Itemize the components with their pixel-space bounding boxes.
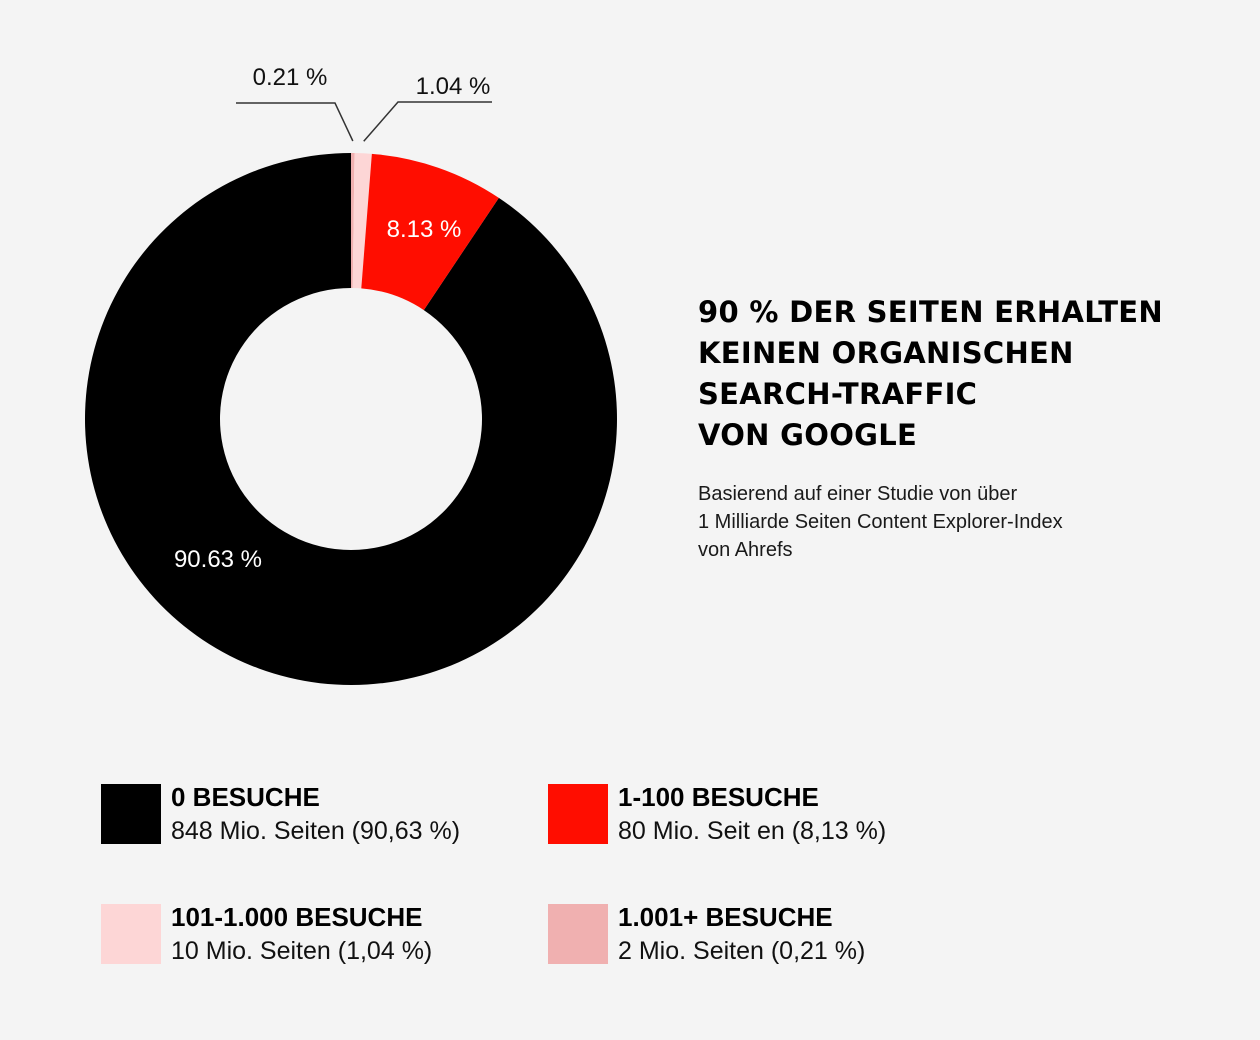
leader-line xyxy=(236,102,354,142)
legend-swatch xyxy=(548,784,608,844)
legend-description: 848 Mio. Seiten (90,63 %) xyxy=(171,817,461,845)
legend-title: 1.001+ BESUCHE xyxy=(618,902,833,932)
subtitle-line: Basierend auf einer Studie von über xyxy=(698,483,1018,505)
legend-description: 10 Mio. Seiten (1,04 %) xyxy=(171,937,433,965)
slice-value-label: 8.13 % xyxy=(387,216,462,243)
legend-description: 80 Mio. Seit en (8,13 %) xyxy=(618,817,887,845)
slice-value-label: 1.04 % xyxy=(416,73,491,100)
legend-item-1-100-visits: 1-100 BESUCHE 80 Mio. Seit en (8,13 %) xyxy=(548,782,988,846)
subtitle-line: von Ahrefs xyxy=(698,539,793,561)
legend-swatch xyxy=(101,784,161,844)
legend-item-101-1000-visits: 101-1.000 BESUCHE 10 Mio. Seiten (1,04 %… xyxy=(101,902,541,966)
legend-description: 2 Mio. Seiten (0,21 %) xyxy=(618,937,866,965)
headline-line: VON GOOGLE xyxy=(698,418,918,452)
subtitle-line: 1 Milliarde Seiten Content Explorer-Inde… xyxy=(698,511,1063,533)
chart-headline: 90 % DER SEITEN ERHALTEN KEINEN ORGANISC… xyxy=(698,292,1238,456)
chart-subtitle: Basierend auf einer Studie von über 1 Mi… xyxy=(698,480,1218,564)
headline-line: KEINEN ORGANISCHEN xyxy=(698,336,1074,370)
headline-line: SEARCH-TRAFFIC xyxy=(698,377,978,411)
legend-item-0-visits: 0 BESUCHE 848 Mio. Seiten (90,63 %) xyxy=(101,782,541,846)
legend-item-1001-plus-visits: 1.001+ BESUCHE 2 Mio. Seiten (0,21 %) xyxy=(548,902,988,966)
donut-slice xyxy=(361,153,499,311)
donut-slice xyxy=(85,152,618,685)
donut-slice xyxy=(352,153,372,289)
leader-line xyxy=(363,101,492,142)
legend-title: 101-1.000 BESUCHE xyxy=(171,902,423,932)
legend-title: 1-100 BESUCHE xyxy=(618,782,819,812)
legend-title: 0 BESUCHE xyxy=(171,782,320,812)
slice-value-label: 0.21 % xyxy=(253,64,328,91)
slice-value-label: 90.63 % xyxy=(174,546,262,573)
legend-swatch xyxy=(101,904,161,964)
legend-swatch xyxy=(548,904,608,964)
headline-line: 90 % DER SEITEN ERHALTEN xyxy=(698,295,1163,329)
donut-slice xyxy=(351,153,355,289)
